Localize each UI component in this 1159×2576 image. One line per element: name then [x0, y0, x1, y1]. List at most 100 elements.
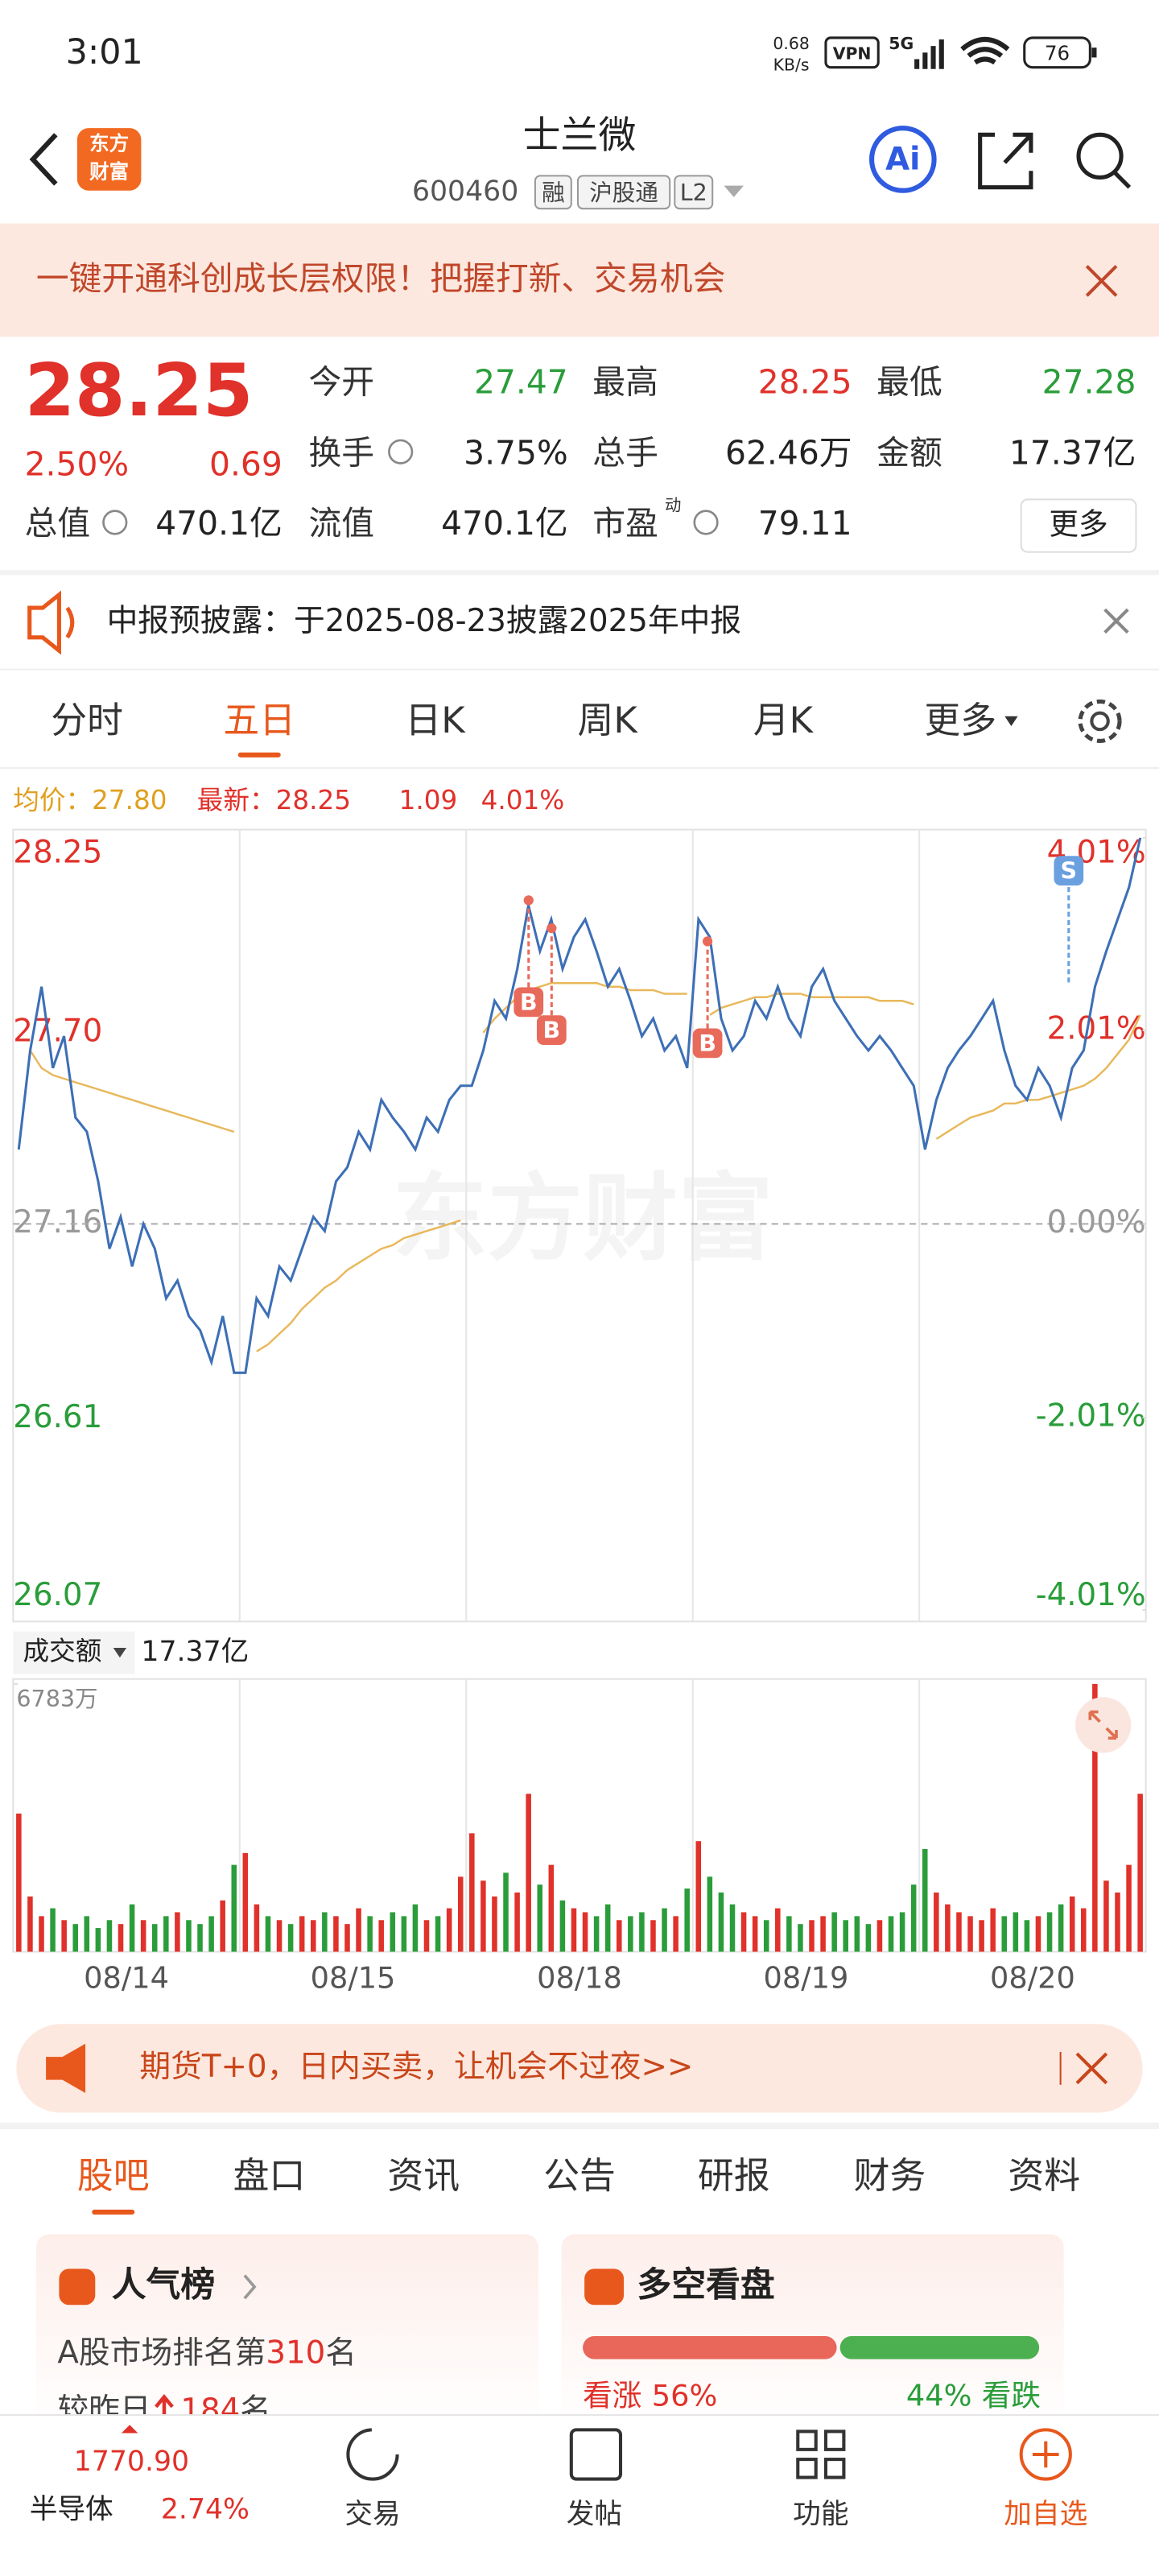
- stock-title: 士兰微: [523, 114, 637, 158]
- section-tab[interactable]: 资讯: [387, 2154, 460, 2197]
- section-tab[interactable]: 资料: [1008, 2154, 1080, 2197]
- volume-bar: [548, 1864, 555, 1952]
- avg-label-text: 均价：: [13, 785, 92, 815]
- section-tab[interactable]: 公告: [543, 2154, 616, 2197]
- field-label: 换手: [308, 433, 374, 472]
- volume-bar: [287, 1924, 294, 1952]
- promo[interactable]: [16, 2024, 1143, 2113]
- tag: 沪股通: [589, 179, 658, 206]
- volume-bar: [390, 1912, 396, 1952]
- x-tick-label: 08/20: [990, 1961, 1075, 1996]
- tab[interactable]: 周K: [578, 699, 639, 741]
- trade-label: S: [1061, 857, 1078, 885]
- nav-item[interactable]: 交易: [344, 2498, 400, 2530]
- volume-bar: [1115, 1892, 1120, 1952]
- volume-bar: [854, 1916, 860, 1952]
- price-line: [17, 837, 1142, 1374]
- quote-fields: 今开 27.47 最高 28.25 最低 27.28 换手 3.75% 总手 62.46万 金额 17…: [25, 363, 1136, 543]
- search-button[interactable]: [1076, 132, 1124, 180]
- sentiment-card[interactable]: [561, 2234, 1064, 2432]
- trade-label: B: [520, 989, 538, 1016]
- volume-bar: [979, 1920, 984, 1952]
- banner[interactable]: [0, 223, 1159, 337]
- tag: 融: [542, 179, 565, 206]
- promo-close[interactable]: [1075, 2052, 1108, 2085]
- logo-text: 东方: [89, 132, 129, 155]
- volume-bar: [412, 1904, 419, 1952]
- tab[interactable]: 更多: [924, 699, 996, 741]
- rank: 310: [266, 2334, 325, 2371]
- expand-icon: [1088, 1710, 1118, 1740]
- battery: 76: [1045, 41, 1070, 64]
- volume-dropdown: [113, 1647, 127, 1658]
- volume-bar: [934, 1892, 939, 1952]
- speed-unit: KB/s: [773, 56, 810, 75]
- ai-button[interactable]: [869, 126, 937, 193]
- tab-underline: [237, 752, 281, 758]
- price: 28.25: [25, 349, 254, 433]
- latest-change: 1.09: [399, 785, 458, 815]
- nav-item[interactable]: 加自选: [1004, 2498, 1087, 2530]
- expand-button[interactable]: [1074, 1697, 1132, 1753]
- volume-bar: [231, 1864, 237, 1952]
- logo[interactable]: [76, 128, 142, 191]
- section-tab[interactable]: 财务: [854, 2154, 926, 2197]
- volume-bar: [843, 1920, 848, 1952]
- tab[interactable]: 日K: [405, 699, 466, 741]
- volume-bar: [276, 1920, 283, 1952]
- nav-item[interactable]: 功能: [793, 2498, 848, 2530]
- settings-button[interactable]: [1078, 699, 1122, 743]
- volume-bar: [435, 1916, 441, 1952]
- popularity-icon: [59, 2268, 96, 2306]
- banner-close[interactable]: [1085, 265, 1118, 297]
- volume-bar: [242, 1852, 249, 1952]
- volume-bar: [820, 1916, 826, 1952]
- up-text: 56%: [652, 2378, 718, 2413]
- field-value: 17.37亿: [1009, 433, 1136, 472]
- price-chart: 28.2527.7027.1626.6126.074.01%2.01%0.00%…: [13, 829, 1146, 1996]
- y2-tick-label: 0.00%: [1047, 1204, 1146, 1241]
- volume-bar: [503, 1872, 509, 1952]
- tab[interactable]: 分时: [51, 699, 123, 741]
- volume-bar: [129, 1904, 135, 1952]
- tab[interactable]: 五日: [223, 699, 295, 741]
- rank-prefix: A股市场排名第: [57, 2334, 266, 2371]
- section-tab[interactable]: 股吧: [77, 2154, 150, 2197]
- vpn-box: [824, 36, 880, 69]
- index-value[interactable]: 1770.90: [74, 2446, 189, 2478]
- volume-bar: [616, 1920, 622, 1952]
- logo-text: 财富: [89, 159, 129, 183]
- dropdown-icon[interactable]: [724, 185, 744, 197]
- share-button[interactable]: [978, 132, 1033, 190]
- back-button[interactable]: [29, 133, 58, 186]
- up-label: 看涨: [583, 2378, 641, 2413]
- divider: [0, 2122, 1159, 2129]
- section-tab[interactable]: 盘口: [233, 2154, 306, 2197]
- field-label: 金额: [876, 433, 942, 472]
- more-button[interactable]: [1020, 498, 1137, 553]
- add-plus: [1032, 2441, 1059, 2468]
- avg-label: 均价：27.80: [13, 785, 167, 815]
- volume-bar: [61, 1920, 67, 1952]
- section-tab[interactable]: 研报: [698, 2154, 770, 2197]
- nav-item[interactable]: 发帖: [567, 2498, 622, 2530]
- index-up: [121, 2425, 138, 2434]
- tab[interactable]: 月K: [753, 699, 815, 741]
- tag: L2: [680, 179, 707, 206]
- trade-badge: [692, 1028, 723, 1059]
- signal-icon: [914, 39, 944, 69]
- bottom-nav: [0, 2415, 1159, 2576]
- change: 0.69: [209, 445, 283, 484]
- trade-badge: [536, 1015, 567, 1045]
- popularity-card[interactable]: [35, 2234, 539, 2432]
- volume-selector[interactable]: [13, 1631, 135, 1674]
- rank-suffix: 名: [325, 2334, 357, 2371]
- field-label: 今开: [308, 363, 374, 402]
- volume-bar: [140, 1920, 146, 1952]
- volume-bar: [888, 1916, 894, 1952]
- notice-icon: [27, 590, 75, 655]
- volume-bar: [775, 1908, 781, 1952]
- notice-close[interactable]: [1103, 608, 1129, 634]
- field-value: 62.46万: [725, 433, 852, 472]
- info-icon: [388, 439, 414, 464]
